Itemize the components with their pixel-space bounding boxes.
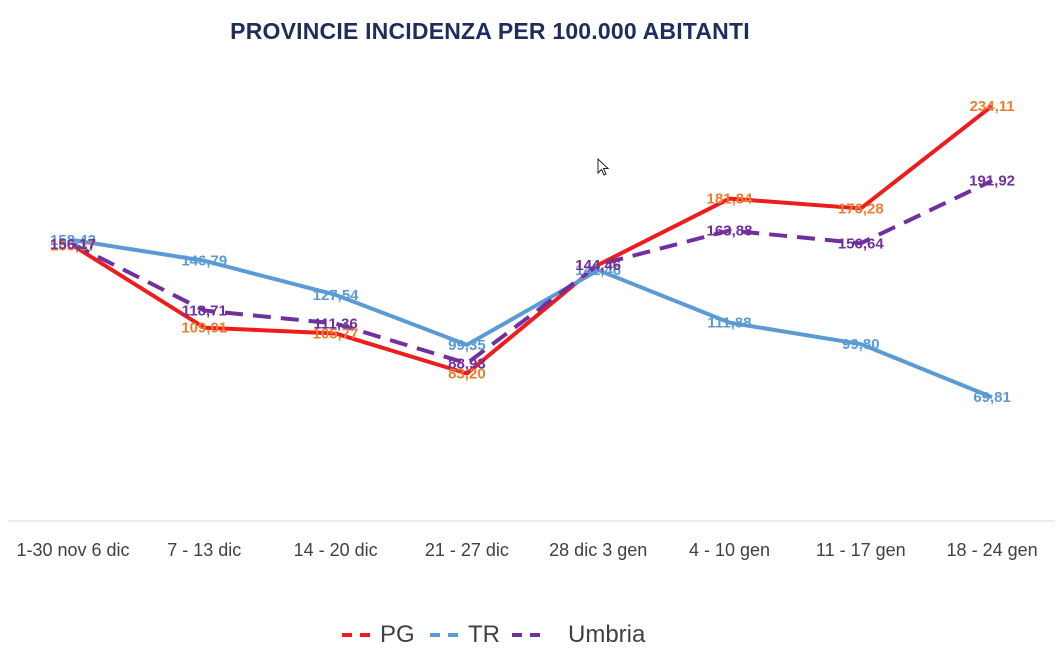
- legend-item-pg: PG: [340, 618, 415, 652]
- data-label-layer: 155,37 109,01 105,77 83,20 144,46 181,84 176,2…: [50, 98, 1015, 406]
- legend-swatch: [342, 633, 376, 637]
- data-label-umbria: 88,93: [448, 355, 486, 372]
- data-label-tr: 127,54: [313, 287, 360, 304]
- data-label-umbria: 111,36: [313, 316, 357, 333]
- data-label-umbria: 156,17: [50, 236, 96, 253]
- x-tick-label: 11 - 17 gen: [816, 540, 906, 560]
- data-label-umbria: 191,92: [969, 173, 1015, 190]
- legend-label: PG: [380, 621, 415, 648]
- data-label-tr: 99,80: [842, 336, 880, 353]
- x-tick-label: 28 dic 3 gen: [549, 540, 647, 560]
- data-label-umbria: 118,71: [182, 303, 227, 320]
- chart-title: PROVINCIE INCIDENZA PER 100.000 ABITANTI: [230, 18, 750, 44]
- series-line-umbria: [72, 178, 993, 366]
- series-layer: [71, 104, 994, 400]
- x-tick-label: 21 - 27 dic: [425, 540, 509, 560]
- x-tick-label: 7 - 13 dic: [167, 540, 241, 560]
- data-label-umbria: 144,46: [575, 257, 621, 274]
- series-line-pg: [71, 104, 994, 376]
- x-tick-label: 18 - 24 gen: [947, 540, 1038, 560]
- legend-label: Umbria: [568, 621, 646, 648]
- x-tick-layer: 1-30 nov 6 dic 7 - 13 dic 14 - 20 dic 21 - …: [16, 540, 1037, 560]
- data-label-tr: 69,81: [973, 389, 1011, 406]
- x-tick-label: 14 - 20 dic: [294, 540, 378, 560]
- chart-plot-area: 155,37 109,01 105,77 83,20 144,46 181,84 176,2…: [8, 98, 1055, 560]
- legend: PG TR Umbria: [0, 618, 1057, 652]
- data-label-pg: 105,77: [313, 325, 359, 342]
- legend-item-umbria: Umbria: [510, 618, 645, 652]
- data-label-tr: 99,35: [448, 337, 486, 354]
- data-label-tr: 146,79: [181, 253, 227, 270]
- legend-item-tr: TR: [428, 618, 500, 652]
- data-label-pg: 176,28: [838, 200, 884, 217]
- legend-label: TR: [468, 621, 500, 648]
- series-line-tr: [72, 238, 993, 400]
- data-label-pg: 181,84: [707, 191, 754, 208]
- data-label-tr: 158,43: [50, 232, 96, 249]
- data-label-umbria: 156,64: [838, 235, 885, 252]
- data-label-pg: 109,01: [181, 320, 227, 337]
- data-label-tr: 141,46: [575, 262, 621, 279]
- data-label-tr: 111,88: [707, 315, 751, 332]
- mouse-cursor-icon: [597, 157, 610, 176]
- legend-swatch: [430, 633, 464, 637]
- data-label-umbria: 163,88: [707, 222, 753, 239]
- data-label-pg: 234,11: [970, 98, 1015, 115]
- x-tick-label: 4 - 10 gen: [689, 540, 770, 560]
- legend-swatch: [512, 633, 546, 637]
- data-label-pg: 155,37: [50, 238, 96, 255]
- data-label-pg: 144,46: [575, 257, 621, 274]
- data-label-pg: 83,20: [448, 365, 486, 382]
- x-tick-label: 1-30 nov 6 dic: [16, 540, 129, 560]
